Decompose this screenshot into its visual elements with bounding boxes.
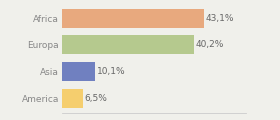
Text: 40,2%: 40,2% (196, 40, 224, 49)
Text: 43,1%: 43,1% (206, 14, 234, 23)
Text: 6,5%: 6,5% (85, 94, 108, 103)
Bar (62, 62, 95, 81)
Text: 10,1%: 10,1% (97, 67, 125, 76)
Bar (62, 35, 194, 54)
Bar (62, 9, 204, 28)
Bar (62, 89, 83, 108)
